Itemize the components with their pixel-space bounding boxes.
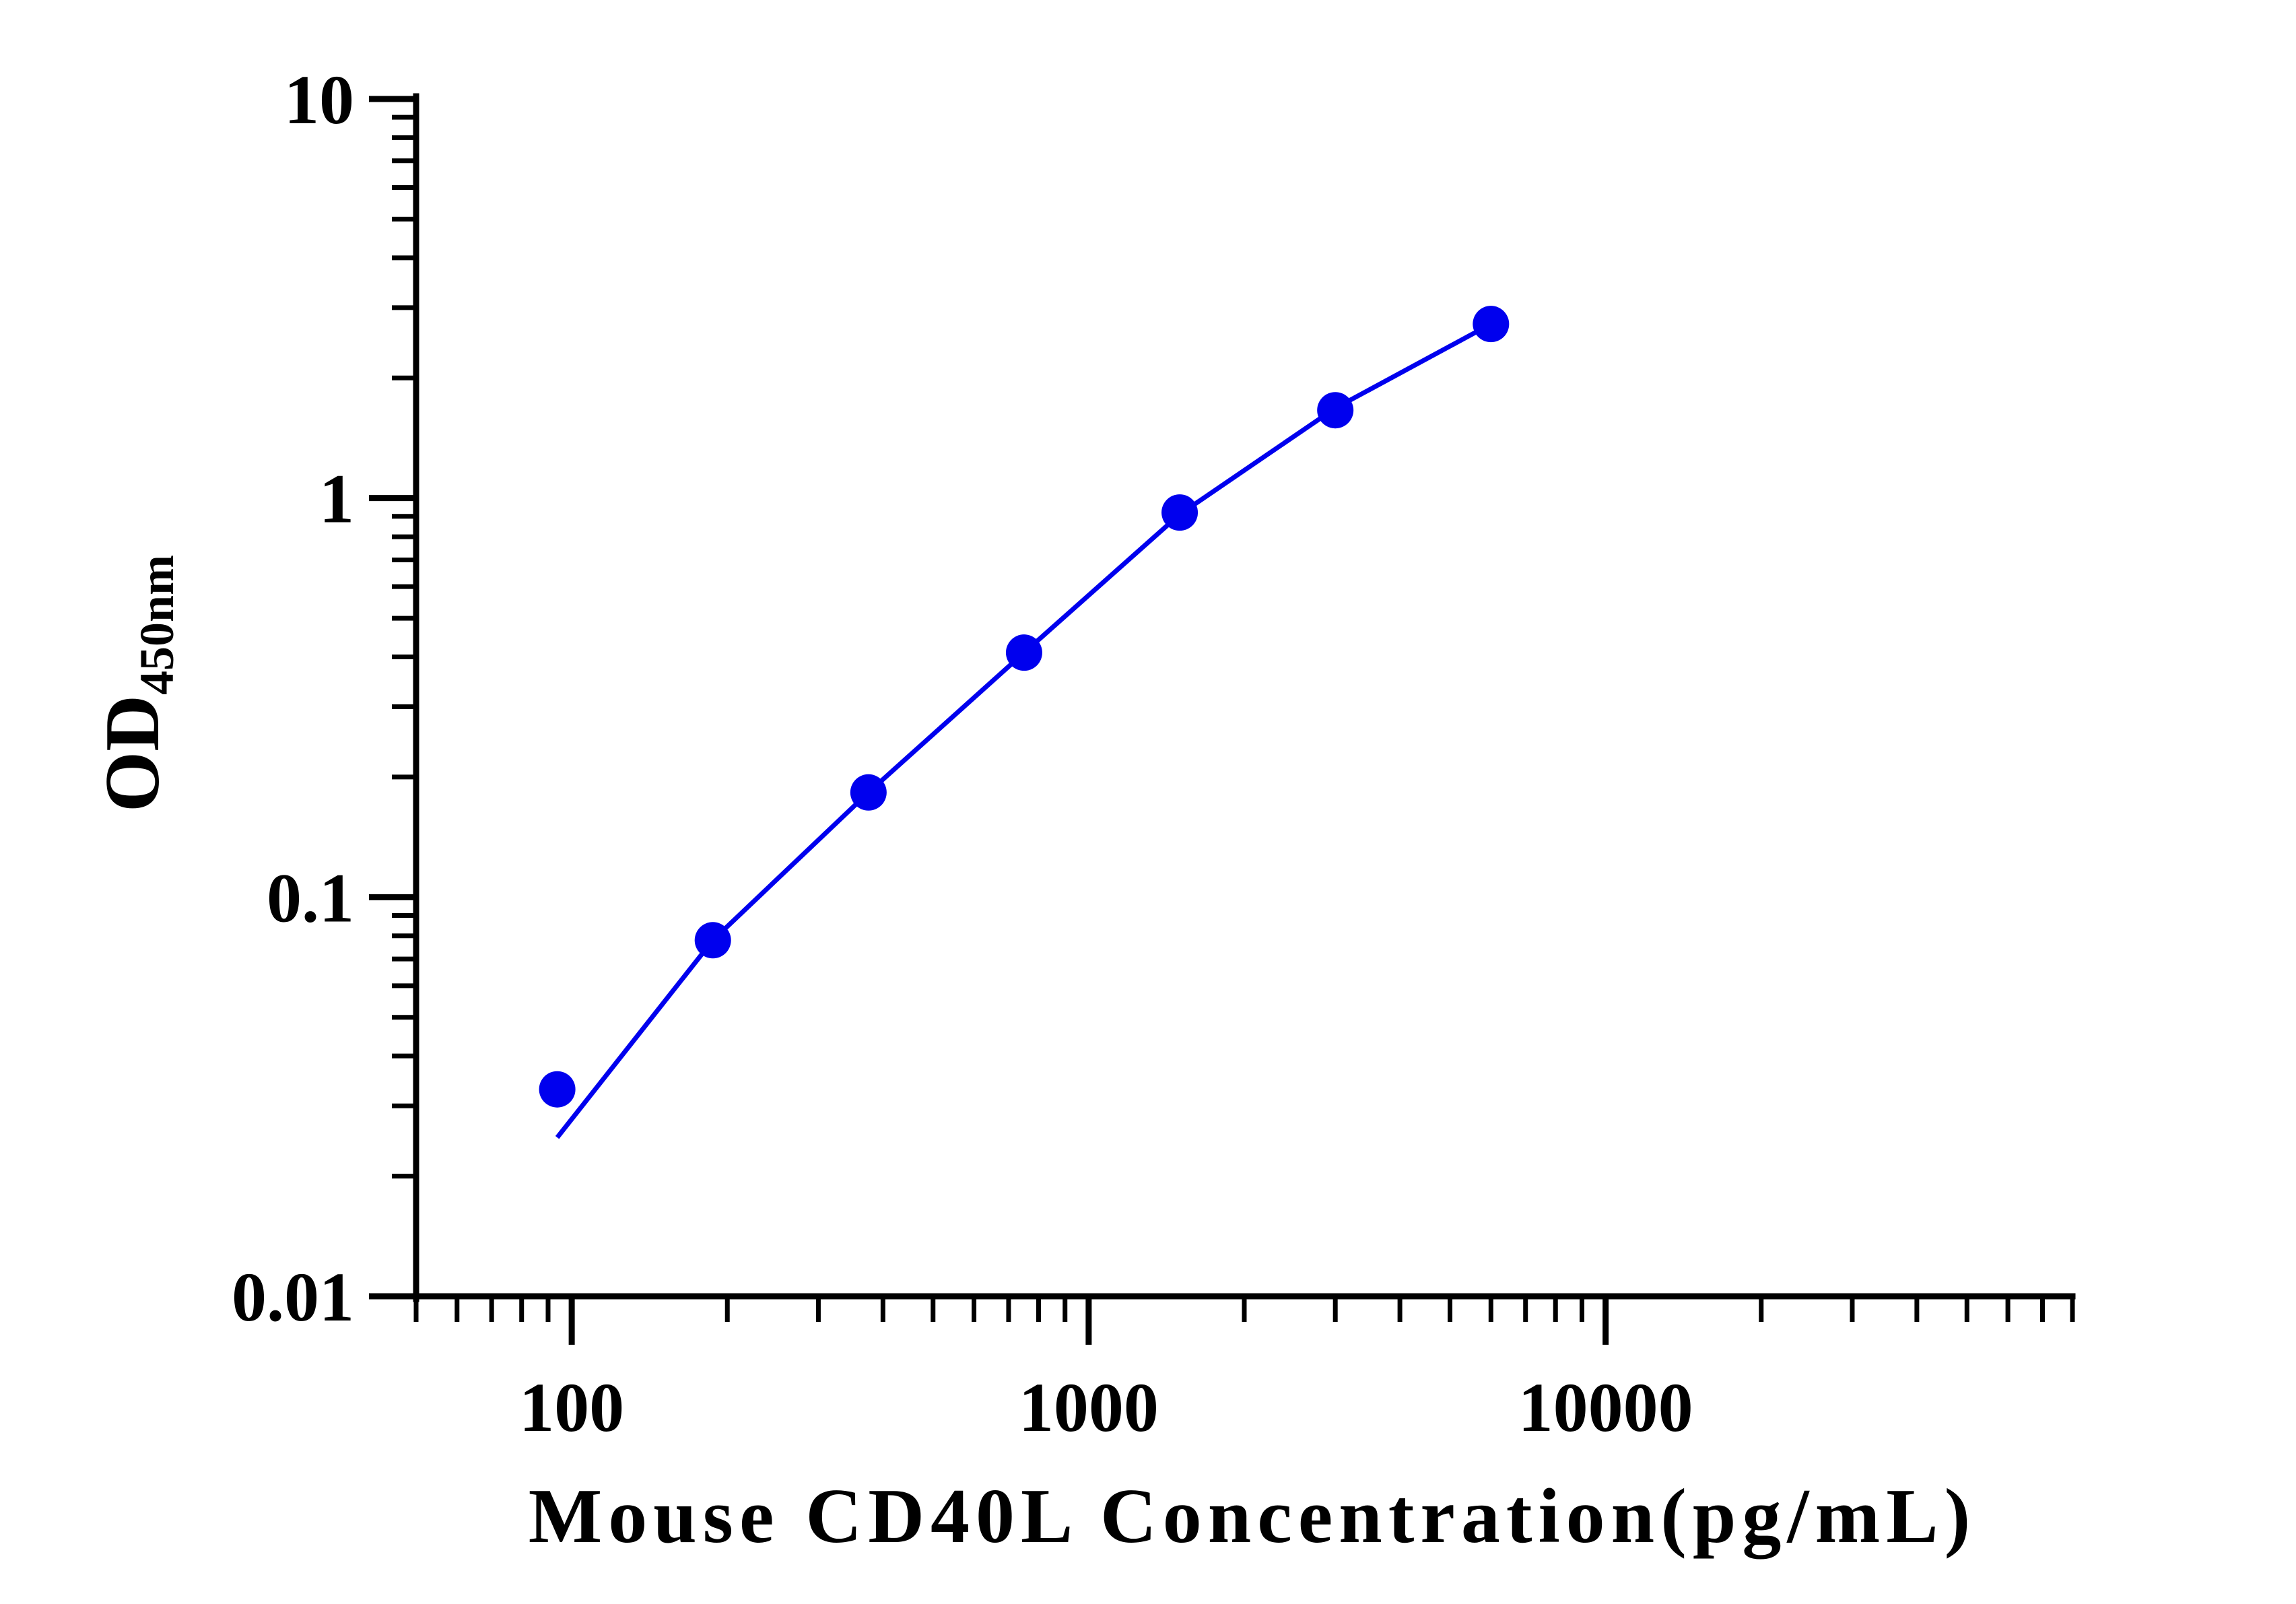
x-axis-tick-labels: 100 1000 10000 [519,1369,1693,1446]
y-tick-label: 0.1 [267,859,354,937]
y-axis-title-subscript: 450nm [130,555,184,695]
y-tick-label: 10 [284,61,354,139]
axes [369,93,2076,1345]
data-point [1317,392,1354,429]
y-axis-title-main: OD [90,695,176,812]
plot-area [539,306,1510,1139]
data-point [1005,634,1042,671]
x-tick-label: 1000 [1019,1369,1159,1446]
fit-curve [555,322,1492,1139]
data-point [850,774,887,811]
x-tick-label: 10000 [1518,1369,1693,1446]
data-point [539,1071,576,1108]
data-points [539,306,1510,1108]
x-tick-label: 100 [519,1369,624,1446]
y-axis-tick-labels: 0.01 0.1 1 10 [232,61,354,1336]
x-axis-title: Mouse CD40L Concentration(pg/mL) [529,1473,1976,1560]
y-axis-ticks [369,96,416,1300]
y-tick-label: 0.01 [232,1259,354,1336]
data-point [1473,306,1510,343]
y-tick-label: 1 [319,461,354,538]
y-axis-title: OD450nm [90,555,184,812]
data-point [694,922,731,959]
data-point [1161,494,1198,531]
x-axis-ticks [413,1296,2075,1345]
